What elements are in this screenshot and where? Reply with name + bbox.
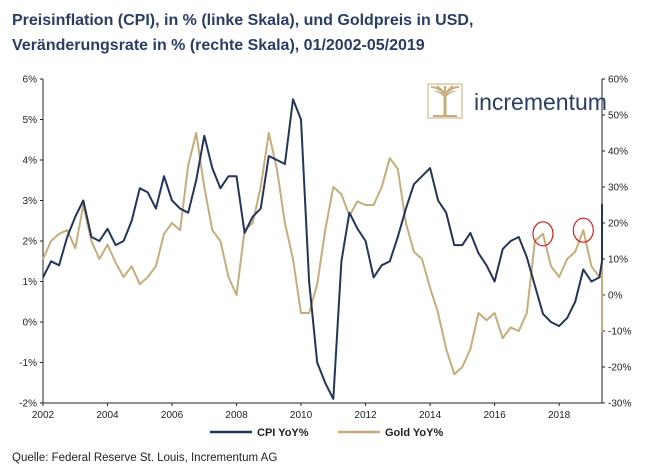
- series-group: [42, 98, 603, 400]
- left-tick-label: -1%: [19, 358, 37, 369]
- left-tick-label: 5%: [23, 115, 38, 126]
- right-tick-label: -30%: [608, 399, 631, 410]
- left-tick-label: 4%: [23, 156, 38, 167]
- x-tick-label: 2014: [419, 410, 442, 421]
- logo-text: incrementum: [474, 89, 607, 115]
- cpi-series-line: [42, 98, 603, 400]
- right-tick-label: -10%: [608, 327, 631, 338]
- legend-label-gold: Gold YoY%: [385, 427, 443, 439]
- chart-title-line-1: Preisinflation (CPI), in % (linke Skala)…: [12, 12, 474, 29]
- right-tick-label: 60%: [608, 75, 628, 86]
- left-tick-label: 0%: [23, 318, 38, 329]
- annotations: [532, 217, 594, 247]
- legend: CPI YoY% Gold YoY%: [210, 427, 443, 439]
- legend-label-cpi: CPI YoY%: [257, 427, 309, 439]
- right-tick-label: 0%: [608, 291, 623, 302]
- right-tick-label: 30%: [608, 183, 628, 194]
- x-tick-label: 2018: [548, 410, 571, 421]
- x-tick-label: 2004: [96, 410, 119, 421]
- right-tick-label: 50%: [608, 111, 628, 122]
- chart-title-line-2: Veränderungsrate in % (rechte Skala), 01…: [12, 37, 425, 54]
- left-tick-label: 1%: [23, 277, 38, 288]
- tree-logo-icon: [427, 83, 463, 119]
- axes: -2% -1% 0% 1% 2% 3% 4% 5% 6% -30% -20% -10% 0% 10% 20%…: [19, 75, 631, 422]
- right-tick-label: 20%: [608, 219, 628, 230]
- x-tick-label: 2002: [32, 410, 55, 421]
- incrementum-logo: incrementum: [427, 83, 607, 119]
- x-tick-label: 2016: [483, 410, 506, 421]
- x-tick-label: 2010: [290, 410, 313, 421]
- left-tick-label: -2%: [19, 399, 37, 410]
- highlight-circle-2: [572, 217, 594, 243]
- x-tick-label: 2012: [354, 410, 377, 421]
- x-tick-label: 2008: [225, 410, 248, 421]
- x-tick-label: 2006: [161, 410, 184, 421]
- highlight-circle-1: [532, 221, 554, 247]
- right-tick-label: -20%: [608, 363, 631, 374]
- source-note: Quelle: Federal Reserve St. Louis, Incre…: [12, 452, 278, 464]
- right-tick-label: 10%: [608, 255, 628, 266]
- right-tick-label: 40%: [608, 147, 628, 158]
- left-tick-label: 2%: [23, 237, 38, 248]
- gold-series-line: [42, 132, 603, 376]
- left-tick-label: 6%: [23, 75, 38, 86]
- left-tick-label: 3%: [23, 196, 38, 207]
